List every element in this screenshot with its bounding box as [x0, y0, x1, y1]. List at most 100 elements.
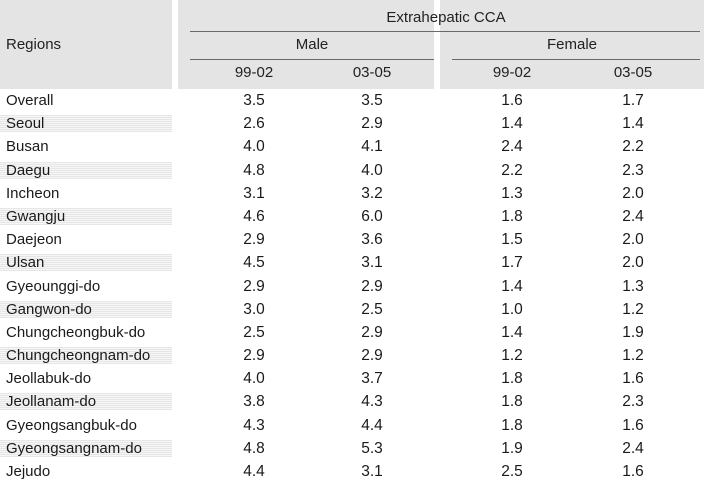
male-99-02-value: 4.3: [243, 416, 265, 434]
female-header: Female: [546, 36, 598, 53]
female-99-02-value: 1.4: [501, 277, 523, 295]
female-99-02-value: 1.8: [501, 207, 523, 225]
male-03-05-value: 6.0: [361, 207, 383, 225]
female-03-05-value: 2.4: [622, 439, 644, 457]
female-03-05-value: 2.0: [622, 184, 644, 202]
female-03-05-value: 1.7: [622, 92, 644, 109]
table-row: Daegu 4.8 4.0 2.2 2.3: [0, 159, 704, 182]
table-row: Busan 4.0 4.1 2.4 2.2: [0, 135, 704, 158]
table-row: Chungcheongnam-do 2.9 2.9 1.2 1.2: [0, 344, 704, 367]
female-03-05-value: 2.0: [622, 231, 644, 249]
table-body: Overall 3.5 3.5 1.6 1.7 Seoul 2.6 2.9 1.…: [0, 89, 704, 483]
male-03-05-value: 3.7: [361, 370, 383, 388]
group-header: Extrahepatic CCA: [386, 9, 506, 26]
female-03-05-value: 1.6: [622, 370, 644, 388]
male-rule: [190, 59, 434, 60]
region-name: Chungcheongbuk-do: [6, 323, 146, 341]
male-header: Male: [295, 36, 329, 53]
table-row: Chungcheongbuk-do 2.5 2.9 1.4 1.9: [0, 321, 704, 344]
period-header: 03-05: [352, 64, 392, 81]
male-03-05-value: 3.5: [361, 92, 383, 109]
female-03-05-value: 1.3: [622, 277, 644, 295]
table-row: Gangwon-do 3.0 2.5 1.0 1.2: [0, 298, 704, 321]
female-03-05-value: 2.0: [622, 254, 644, 272]
male-99-02-value: 4.4: [243, 463, 265, 480]
column-separator: [172, 89, 178, 488]
header-rule: [190, 31, 700, 32]
male-03-05-value: 2.9: [361, 323, 383, 341]
table-row: Seoul 2.6 2.9 1.4 1.4: [0, 112, 704, 135]
male-03-05-value: 2.5: [361, 300, 383, 318]
male-03-05-value: 4.1: [361, 138, 383, 156]
male-99-02-value: 3.1: [243, 184, 265, 202]
female-99-02-value: 1.8: [501, 393, 523, 411]
male-99-02-value: 4.8: [243, 161, 265, 179]
male-99-02-value: 4.6: [243, 207, 265, 225]
female-rule: [452, 59, 700, 60]
female-99-02-value: 1.4: [501, 323, 523, 341]
region-name: Busan: [6, 138, 49, 156]
female-99-02-value: 1.4: [501, 115, 523, 133]
female-99-02-value: 1.8: [501, 370, 523, 388]
female-99-02-value: 1.6: [501, 92, 523, 109]
male-99-02-value: 3.5: [243, 92, 265, 109]
table-row: Gyeongsangnam-do 4.8 5.3 1.9 2.4: [0, 437, 704, 460]
header-separator: [434, 0, 440, 89]
header-separator: [172, 0, 178, 89]
male-99-02-value: 3.8: [243, 393, 265, 411]
female-99-02-value: 1.2: [501, 347, 523, 365]
male-03-05-value: 2.9: [361, 115, 383, 133]
male-03-05-value: 3.6: [361, 231, 383, 249]
male-03-05-value: 5.3: [361, 439, 383, 457]
table-row: Jeollanam-do 3.8 4.3 1.8 2.3: [0, 390, 704, 413]
region-name: Gangwon-do: [6, 300, 92, 318]
region-name: Incheon: [6, 184, 60, 202]
male-99-02-value: 4.5: [243, 254, 265, 272]
female-03-05-value: 1.2: [622, 300, 644, 318]
region-name: Chungcheongnam-do: [6, 347, 151, 365]
male-03-05-value: 3.2: [361, 184, 383, 202]
male-99-02-value: 2.9: [243, 277, 265, 295]
female-03-05-value: 2.3: [622, 393, 644, 411]
male-99-02-value: 4.0: [243, 370, 265, 388]
table-row: Incheon 3.1 3.2 1.3 2.0: [0, 182, 704, 205]
region-name: Daejeon: [6, 231, 62, 249]
table-header: Regions Extrahepatic CCA Male Female 99-…: [0, 0, 704, 89]
region-name: Gwangju: [6, 207, 66, 225]
female-99-02-value: 1.0: [501, 300, 523, 318]
table-row: Jejudo 4.4 3.1 2.5 1.6: [0, 460, 704, 483]
female-03-05-value: 2.2: [622, 138, 644, 156]
female-99-02-value: 2.4: [501, 138, 523, 156]
male-03-05-value: 2.9: [361, 277, 383, 295]
female-99-02-value: 1.7: [501, 254, 523, 272]
table-row: Gwangju 4.6 6.0 1.8 2.4: [0, 205, 704, 228]
region-name: Gyeounggi-do: [6, 277, 101, 295]
region-name: Gyeongsangnam-do: [6, 439, 142, 457]
region-name: Jeollabuk-do: [6, 370, 92, 388]
table-row: Gyeongsangbuk-do 4.3 4.4 1.8 1.6: [0, 414, 704, 437]
female-03-05-value: 1.6: [622, 416, 644, 434]
female-99-02-value: 1.9: [501, 439, 523, 457]
female-03-05-value: 1.6: [622, 463, 644, 480]
male-03-05-value: 3.1: [361, 463, 383, 480]
table-row: Daejeon 2.9 3.6 1.5 2.0: [0, 228, 704, 251]
female-03-05-value: 1.9: [622, 323, 644, 341]
table-row: Overall 3.5 3.5 1.6 1.7: [0, 89, 704, 112]
table-row: Ulsan 4.5 3.1 1.7 2.0: [0, 251, 704, 274]
period-header: 99-02: [492, 64, 532, 81]
region-name: Jejudo: [6, 463, 51, 480]
male-99-02-value: 2.5: [243, 323, 265, 341]
regions-header: Regions: [6, 36, 62, 53]
male-03-05-value: 4.4: [361, 416, 383, 434]
period-header: 99-02: [234, 64, 274, 81]
male-99-02-value: 4.8: [243, 439, 265, 457]
region-name: Overall: [6, 92, 54, 109]
male-03-05-value: 4.0: [361, 161, 383, 179]
region-name: Jeollanam-do: [6, 393, 97, 411]
male-03-05-value: 2.9: [361, 347, 383, 365]
female-03-05-value: 2.4: [622, 207, 644, 225]
female-99-02-value: 1.8: [501, 416, 523, 434]
region-name: Seoul: [6, 115, 45, 133]
female-03-05-value: 2.3: [622, 161, 644, 179]
female-03-05-value: 1.2: [622, 347, 644, 365]
